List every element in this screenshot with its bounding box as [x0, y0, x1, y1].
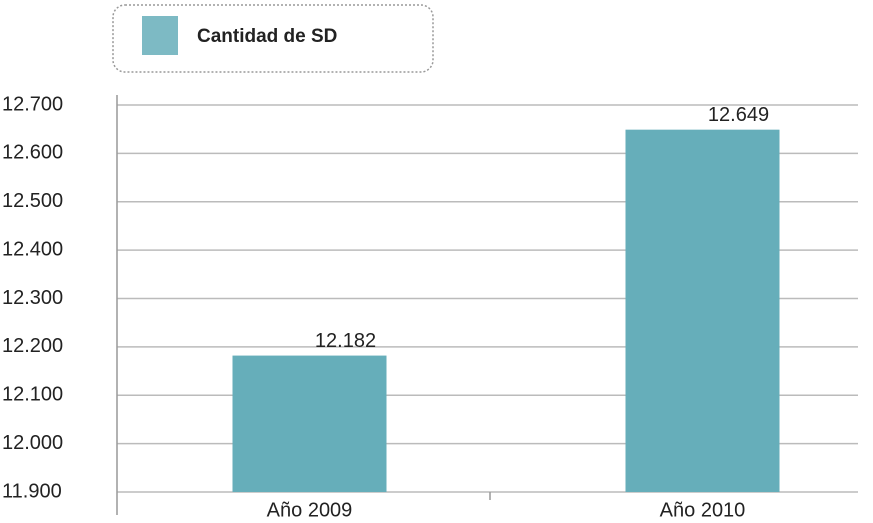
- x-tick-label: Año 2009: [267, 499, 353, 521]
- value-label: 12.182: [315, 330, 376, 352]
- y-tick-label: 12.100: [2, 384, 63, 406]
- x-tick-label: Año 2010: [660, 499, 746, 521]
- y-tick-label: 12.500: [2, 190, 63, 212]
- legend-swatch: [142, 16, 178, 55]
- y-tick-label: 11.900: [2, 480, 62, 502]
- legend-label: Cantidad de SD: [197, 26, 337, 47]
- bar: [625, 129, 780, 492]
- value-label: 12.649: [708, 104, 769, 126]
- y-tick-label: 12.400: [2, 238, 63, 260]
- bar: [232, 355, 387, 492]
- y-tick-label: 12.700: [2, 93, 63, 115]
- legend-box: [112, 4, 434, 73]
- y-tick-label: 12.200: [2, 335, 63, 357]
- y-tick-label: 12.300: [2, 287, 63, 309]
- y-tick-label: 12.600: [2, 142, 63, 164]
- y-tick-label: 12.000: [2, 432, 63, 454]
